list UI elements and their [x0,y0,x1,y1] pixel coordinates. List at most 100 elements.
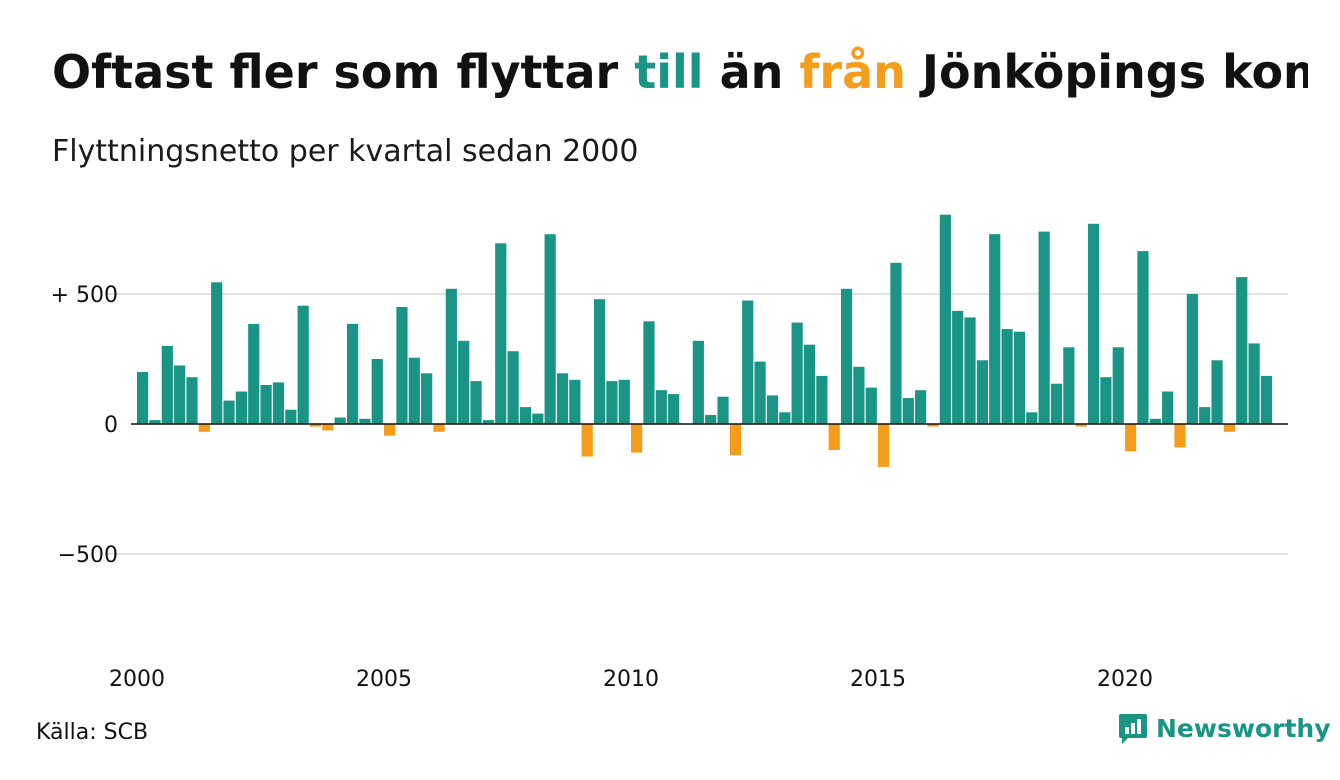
bar [828,424,840,450]
bar [396,307,408,424]
bar [976,360,988,424]
bar [643,321,655,424]
bar [507,351,519,424]
y-tick-label: 0 [104,413,118,438]
bar [260,385,272,424]
bar [470,381,482,424]
bar [927,424,939,427]
bar [779,412,791,424]
bar [482,420,494,424]
x-tick-label: 2020 [1097,667,1153,692]
bar [211,282,223,424]
bar [952,310,964,424]
bar [371,359,383,424]
x-tick-label: 2015 [850,667,906,692]
bar [1112,347,1124,424]
bar [433,424,445,432]
bar [421,373,433,424]
bar [285,409,297,424]
x-tick-label: 2005 [356,667,412,692]
bar [149,420,161,424]
bar [1125,424,1137,452]
bar [445,288,457,424]
source-note: Källa: SCB [36,720,149,745]
bar [890,262,902,424]
bar [631,424,643,453]
bar [791,322,803,424]
bar [1211,360,1223,424]
bar [840,288,853,424]
title-part-3: Jönköpings kommun [921,45,1308,99]
bar [865,387,877,424]
y-tick-label: + 500 [51,283,118,308]
bar [223,400,235,424]
bar [1063,347,1075,424]
bar [1013,331,1026,424]
bar [1162,391,1174,424]
bar [717,396,729,424]
bar [1100,377,1112,424]
bar [878,424,890,467]
bar [297,305,309,424]
bar [519,407,532,424]
bar [334,417,346,424]
bar [606,381,618,424]
bar [1260,375,1273,424]
bar [1075,424,1087,427]
bar [556,373,569,424]
newsworthy-logo: Newsworthy [1118,712,1331,746]
bar [186,377,198,424]
bar [495,243,507,424]
bar [272,382,285,424]
chart-subtitle: Flyttningsnetto per kvartal sedan 2000 [52,134,639,169]
bar [1149,418,1161,424]
bar [593,299,606,424]
bar [1137,251,1149,424]
bar [915,390,927,424]
bar-chart-speech-bubble-icon [1119,714,1147,744]
bar [1174,424,1186,448]
bar [1186,294,1198,424]
bar [569,379,581,424]
bar [408,357,420,424]
bar [618,379,630,424]
bar [1001,329,1013,424]
bar [458,340,470,424]
title-part-1: Oftast fler som flyttar [52,45,635,99]
bar [359,418,371,424]
bar [581,424,593,457]
bar [668,394,680,424]
bar [198,424,210,432]
bar [248,323,260,424]
x-tick-label: 2000 [109,667,165,692]
title-word-to: till [634,45,704,99]
bar [754,361,766,424]
bar [235,391,247,424]
bar [346,323,359,424]
bar [1050,383,1063,424]
bar [1026,412,1038,424]
bar [964,317,976,424]
bar [729,424,741,456]
bar [692,340,704,424]
bar [384,424,396,436]
bar [161,346,173,424]
bar [1038,231,1050,424]
bar [174,365,186,424]
bar [655,390,667,424]
bar [322,424,334,431]
bar [1199,407,1211,424]
bar [939,214,951,424]
bar [742,300,754,424]
bar [705,414,717,424]
title-word-from: från [799,45,906,99]
bar [816,375,828,424]
bar [853,366,865,424]
bar [902,398,914,424]
bar [803,344,816,424]
bar [544,234,556,424]
y-tick-label: −500 [58,543,118,568]
bar [766,395,779,424]
bar [989,234,1001,424]
